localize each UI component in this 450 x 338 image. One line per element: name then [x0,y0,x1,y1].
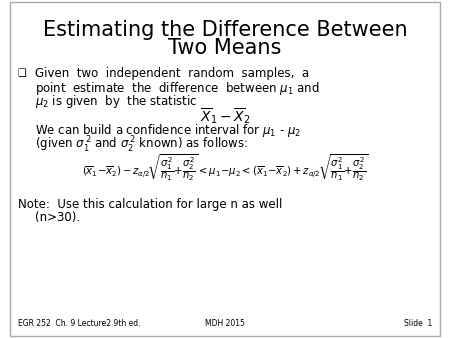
Text: $\mu_2$ is given  by  the statistic: $\mu_2$ is given by the statistic [35,93,197,110]
Text: Estimating the Difference Between: Estimating the Difference Between [43,20,407,40]
Text: $\overline{X}_1 - \overline{X}_2$: $\overline{X}_1 - \overline{X}_2$ [200,106,250,126]
Text: $(\overline{x}_1\!-\!\overline{x}_2) - z_{\alpha/2}\!\sqrt{\dfrac{\sigma_1^2}{n_: $(\overline{x}_1\!-\!\overline{x}_2) - z… [81,153,369,183]
Text: Two Means: Two Means [168,38,282,58]
Text: Slide  1: Slide 1 [404,319,432,328]
Text: ❑: ❑ [18,68,27,78]
Text: Note:  Use this calculation for large n as well: Note: Use this calculation for large n a… [18,198,282,211]
Text: EGR 252  Ch. 9 Lecture2 9th ed.: EGR 252 Ch. 9 Lecture2 9th ed. [18,319,140,328]
Text: (given $\sigma_1^{\,2}$ and $\sigma_2^{\,2}$ known) as follows:: (given $\sigma_1^{\,2}$ and $\sigma_2^{\… [35,135,248,155]
Text: (n>30).: (n>30). [35,211,80,224]
Text: MDH 2015: MDH 2015 [205,319,245,328]
Text: We can build a confidence interval for $\mu_1$ - $\mu_2$: We can build a confidence interval for $… [35,122,301,139]
Text: Given  two  independent  random  samples,  a: Given two independent random samples, a [35,67,309,80]
Text: point  estimate  the  difference  between $\mu_1$ and: point estimate the difference between $\… [35,80,320,97]
